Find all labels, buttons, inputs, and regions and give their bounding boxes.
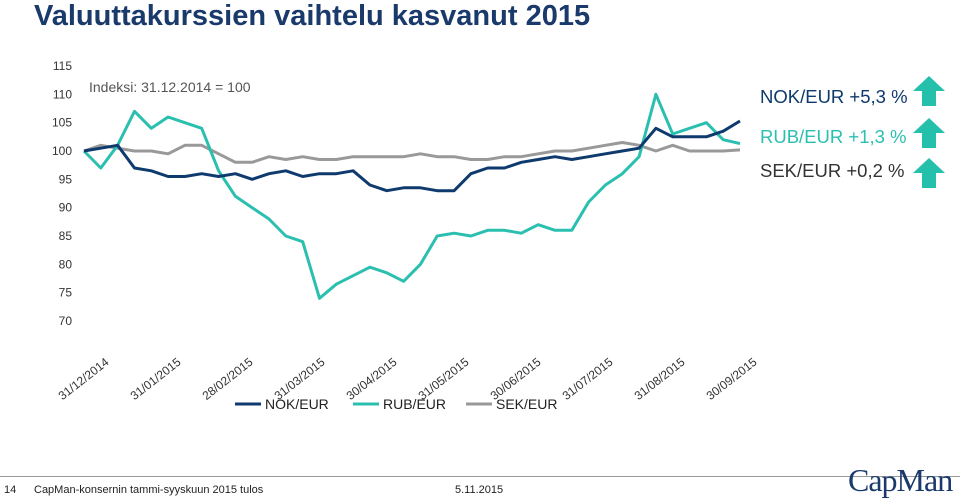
footer-divider bbox=[0, 476, 960, 477]
line-chart: 70 75 80 85 90 95 100 105 110 115 31/12/2014 31/01… bbox=[52, 59, 760, 412]
arrow-up-icon bbox=[913, 76, 945, 106]
x-tick-label: 30/09/2015 bbox=[704, 355, 760, 403]
footer-page-number: 14 bbox=[4, 484, 17, 496]
series-line-sek-eur bbox=[83, 141, 741, 164]
change-nok: NOK/EUR +5,3 % bbox=[760, 86, 908, 108]
change-rub-label: RUB/EUR +1,3 % bbox=[760, 126, 907, 147]
arrow-up-icon bbox=[913, 158, 945, 188]
x-tick-label: 31/07/2015 bbox=[560, 355, 616, 403]
series-line-rub-eur bbox=[82, 92, 741, 300]
y-tick-label: 80 bbox=[59, 257, 73, 271]
change-nok-label: NOK/EUR +5,3 % bbox=[760, 86, 908, 107]
arrow-up-icon bbox=[913, 118, 945, 148]
legend-label: NOK/EUR bbox=[265, 396, 329, 412]
change-sek-label: SEK/EUR +0,2 % bbox=[760, 160, 905, 181]
x-tick-label: 31/08/2015 bbox=[632, 355, 688, 403]
y-tick-label: 95 bbox=[59, 172, 73, 186]
capman-logo: CapMan bbox=[848, 462, 953, 498]
y-tick-label: 110 bbox=[53, 87, 72, 101]
x-tick-label: 31/01/2015 bbox=[128, 355, 184, 403]
change-rub: RUB/EUR +1,3 % bbox=[760, 126, 907, 148]
series-line-nok-eur bbox=[83, 119, 741, 193]
y-tick-label: 70 bbox=[59, 314, 73, 328]
legend-label: SEK/EUR bbox=[496, 396, 557, 412]
x-tick-label: 31/12/2014 bbox=[56, 355, 112, 403]
footer-date: 5.11.2015 bbox=[455, 484, 504, 496]
x-tick-label: 28/02/2015 bbox=[200, 355, 256, 403]
legend-label: RUB/EUR bbox=[383, 396, 446, 412]
chart-lines bbox=[82, 92, 741, 300]
y-axis: 70 75 80 85 90 95 100 105 110 115 bbox=[52, 59, 72, 328]
page-title: Valuuttakurssien vaihtelu kasvanut 2015 bbox=[34, 0, 591, 32]
footer-text: CapMan-konsernin tammi-syyskuun 2015 tul… bbox=[34, 484, 264, 496]
y-tick-label: 105 bbox=[52, 116, 72, 130]
y-tick-label: 100 bbox=[52, 144, 72, 158]
y-tick-label: 75 bbox=[59, 286, 73, 300]
change-sek: SEK/EUR +0,2 % bbox=[760, 160, 904, 182]
y-tick-label: 115 bbox=[53, 59, 72, 73]
chart-legend: NOK/EUR RUB/EUR SEK/EUR bbox=[235, 396, 557, 412]
y-tick-label: 85 bbox=[59, 229, 73, 243]
index-annotation: Indeksi: 31.12.2014 = 100 bbox=[89, 79, 251, 95]
y-tick-label: 90 bbox=[59, 201, 73, 215]
